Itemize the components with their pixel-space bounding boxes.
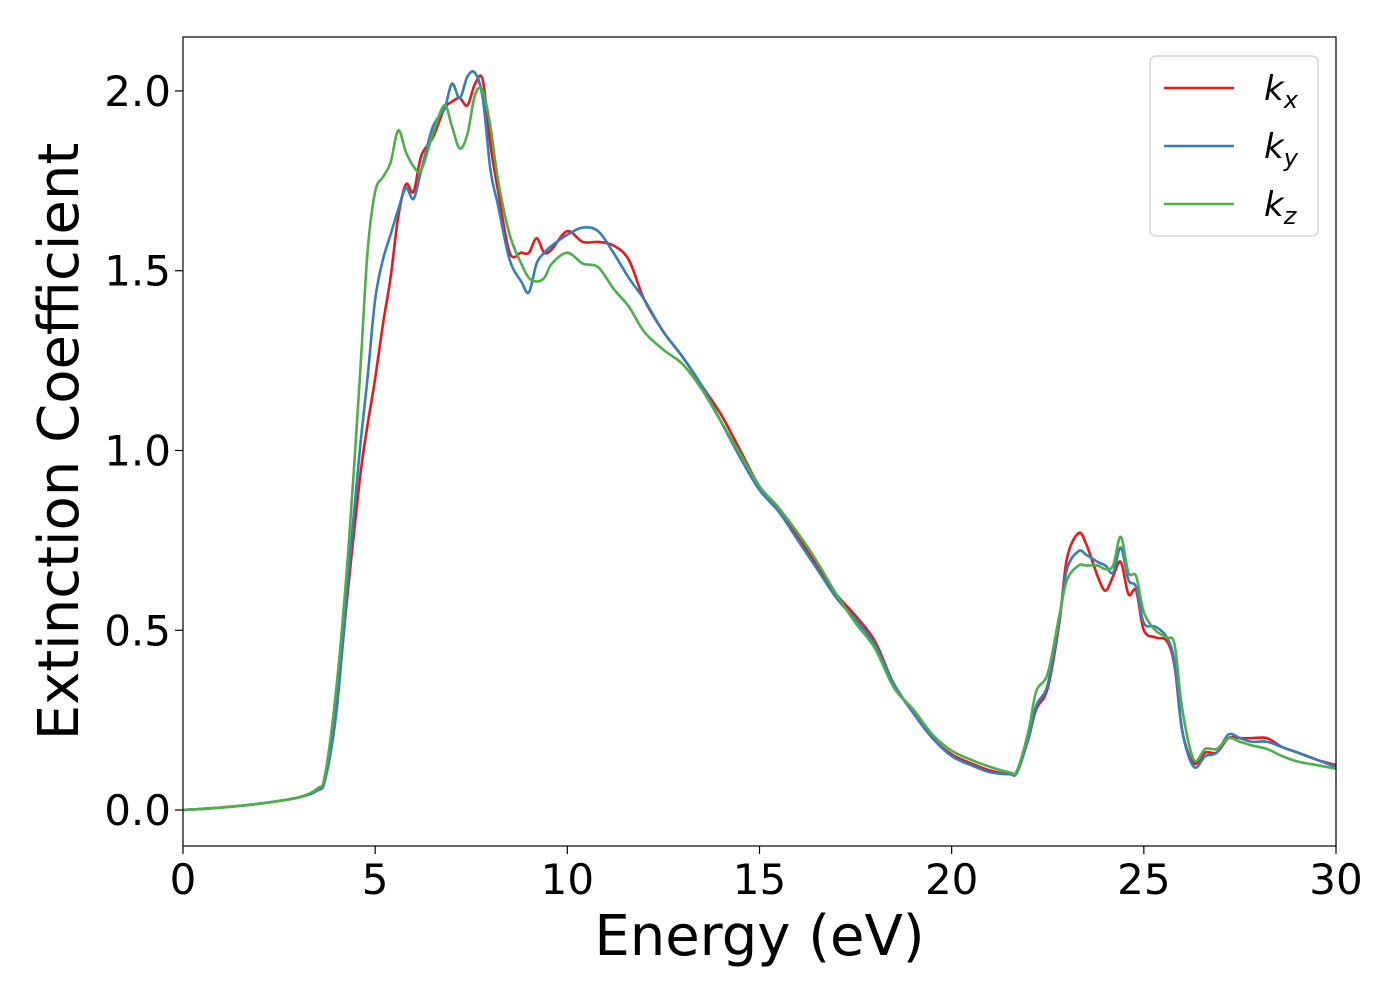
y-tick-label: 2.0 bbox=[104, 67, 171, 116]
x-tick-label: 10 bbox=[541, 855, 594, 904]
y-axis-ticks: 0.0 0.5 1.0 1.5 2.0 bbox=[104, 67, 183, 835]
x-tick-label: 25 bbox=[1117, 855, 1170, 904]
legend-label-x: kx bbox=[1264, 69, 1299, 114]
x-axis-label: Energy (eV) bbox=[594, 904, 924, 969]
y-tick-label: 0.5 bbox=[104, 606, 171, 655]
x-axis-ticks: 0 5 10 15 20 25 30 bbox=[170, 846, 1363, 904]
plot-area bbox=[183, 70, 1336, 812]
x-tick-label: 0 bbox=[170, 855, 197, 904]
x-tick-label: 30 bbox=[1309, 855, 1362, 904]
y-axis-label: Extinction Coefficient bbox=[27, 143, 92, 741]
series-line-z bbox=[183, 86, 1336, 812]
legend-label-y: ky bbox=[1264, 127, 1299, 172]
x-tick-label: 15 bbox=[733, 855, 786, 904]
y-tick-label: 0.0 bbox=[104, 786, 171, 835]
y-tick-label: 1.0 bbox=[104, 426, 171, 475]
x-tick-label: 20 bbox=[925, 855, 978, 904]
y-tick-label: 1.5 bbox=[104, 247, 171, 296]
x-tick-label: 5 bbox=[362, 855, 389, 904]
series-line-y bbox=[183, 70, 1336, 812]
axes-frame bbox=[182, 36, 1337, 847]
